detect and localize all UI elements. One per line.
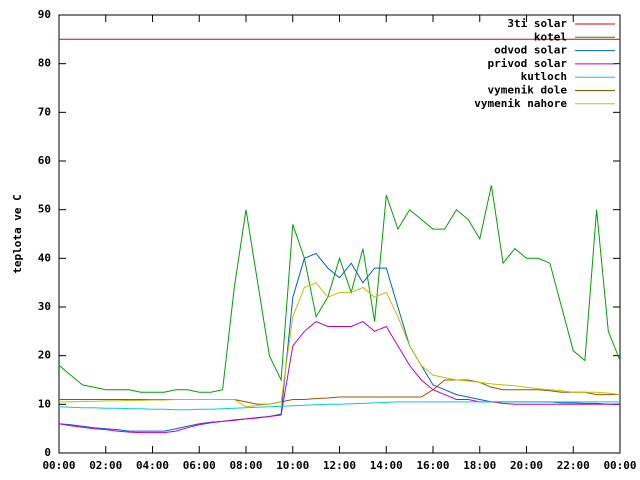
legend-label: kotel — [534, 30, 567, 43]
series-line — [59, 282, 621, 408]
legend-label: 3ti solar — [507, 17, 567, 30]
series-line — [58, 401, 620, 411]
x-tick-label: 20:00 — [510, 459, 543, 472]
x-tick-label: 22:00 — [557, 459, 590, 472]
x-tick-label: 16:00 — [416, 459, 449, 472]
x-tick-label: 10:00 — [276, 459, 309, 472]
x-tick-label: 00:00 — [603, 459, 636, 472]
series-line — [58, 185, 621, 393]
y-tick-label: 40 — [38, 251, 51, 264]
y-tick-label: 50 — [38, 203, 51, 216]
y-axis-label: teplota ve C — [11, 194, 24, 273]
x-tick-label: 08:00 — [229, 459, 262, 472]
y-tick-label: 90 — [38, 8, 51, 21]
legend-label: vymenik dole — [488, 84, 568, 97]
y-tick-label: 20 — [38, 349, 51, 362]
x-tick-label: 02:00 — [89, 459, 122, 472]
legend-label: odvod solar — [494, 44, 567, 57]
legend-label: privod solar — [488, 57, 568, 70]
y-tick-label: 60 — [38, 154, 51, 167]
x-tick-label: 06:00 — [183, 459, 216, 472]
x-tick-label: 18:00 — [463, 459, 496, 472]
y-tick-label: 80 — [38, 57, 51, 70]
x-tick-label: 14:00 — [370, 459, 403, 472]
x-tick-label: 04:00 — [136, 459, 169, 472]
y-tick-label: 30 — [38, 300, 51, 313]
x-tick-label: 00:00 — [42, 459, 75, 472]
x-tick-label: 12:00 — [323, 459, 356, 472]
y-tick-label: 0 — [44, 446, 51, 459]
plot-border — [58, 14, 621, 454]
y-tick-label: 10 — [38, 397, 51, 410]
series-line — [58, 321, 620, 434]
legend-label: vymenik nahore — [474, 97, 567, 110]
legend-label: kutloch — [521, 70, 567, 83]
y-tick-label: 70 — [38, 105, 51, 118]
